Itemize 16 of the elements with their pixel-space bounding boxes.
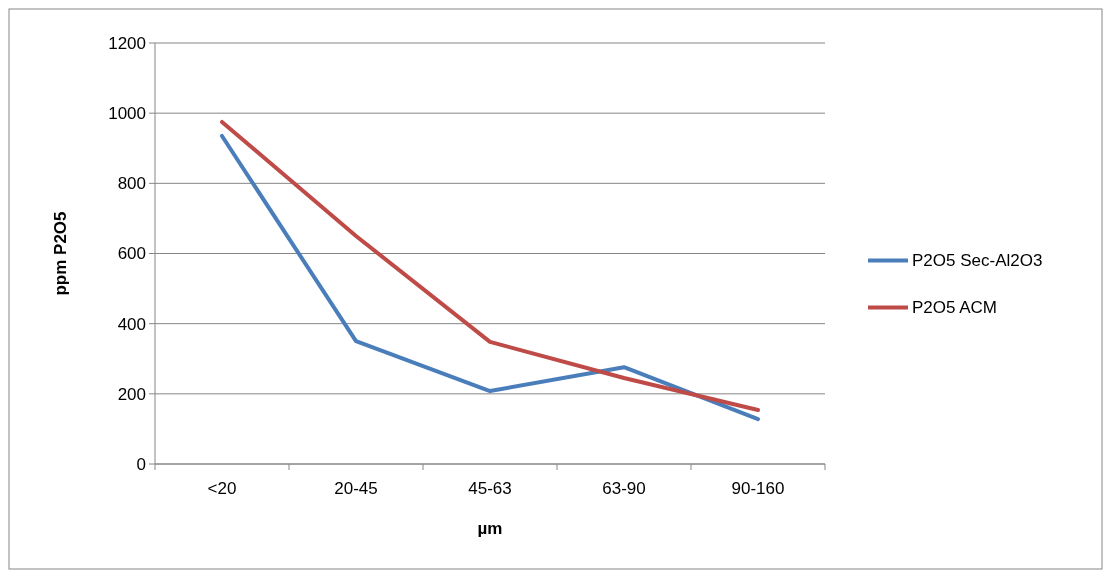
y-tick-label: 200: [117, 384, 146, 404]
y-tick-label: 1000: [108, 104, 146, 124]
x-axis-title: µm: [477, 519, 503, 538]
y-tick-label: 0: [136, 454, 146, 474]
y-tick-label: 400: [117, 314, 146, 334]
y-tick-label: 600: [117, 244, 146, 264]
x-tick-label: 90-160: [731, 479, 785, 498]
legend-label: P2O5 ACM: [912, 298, 998, 318]
legend-label: P2O5 Sec-Al2O3: [912, 251, 1043, 271]
y-tick-label: 1200: [108, 33, 146, 53]
x-tick-label: 20-45: [334, 479, 378, 498]
y-tick-label: 800: [117, 174, 146, 194]
x-tick-label: 63-90: [602, 479, 646, 498]
y-axis-title: ppm P2O5: [51, 211, 70, 296]
x-tick-label: 45-63: [468, 479, 512, 498]
x-tick-label: <20: [207, 479, 237, 498]
